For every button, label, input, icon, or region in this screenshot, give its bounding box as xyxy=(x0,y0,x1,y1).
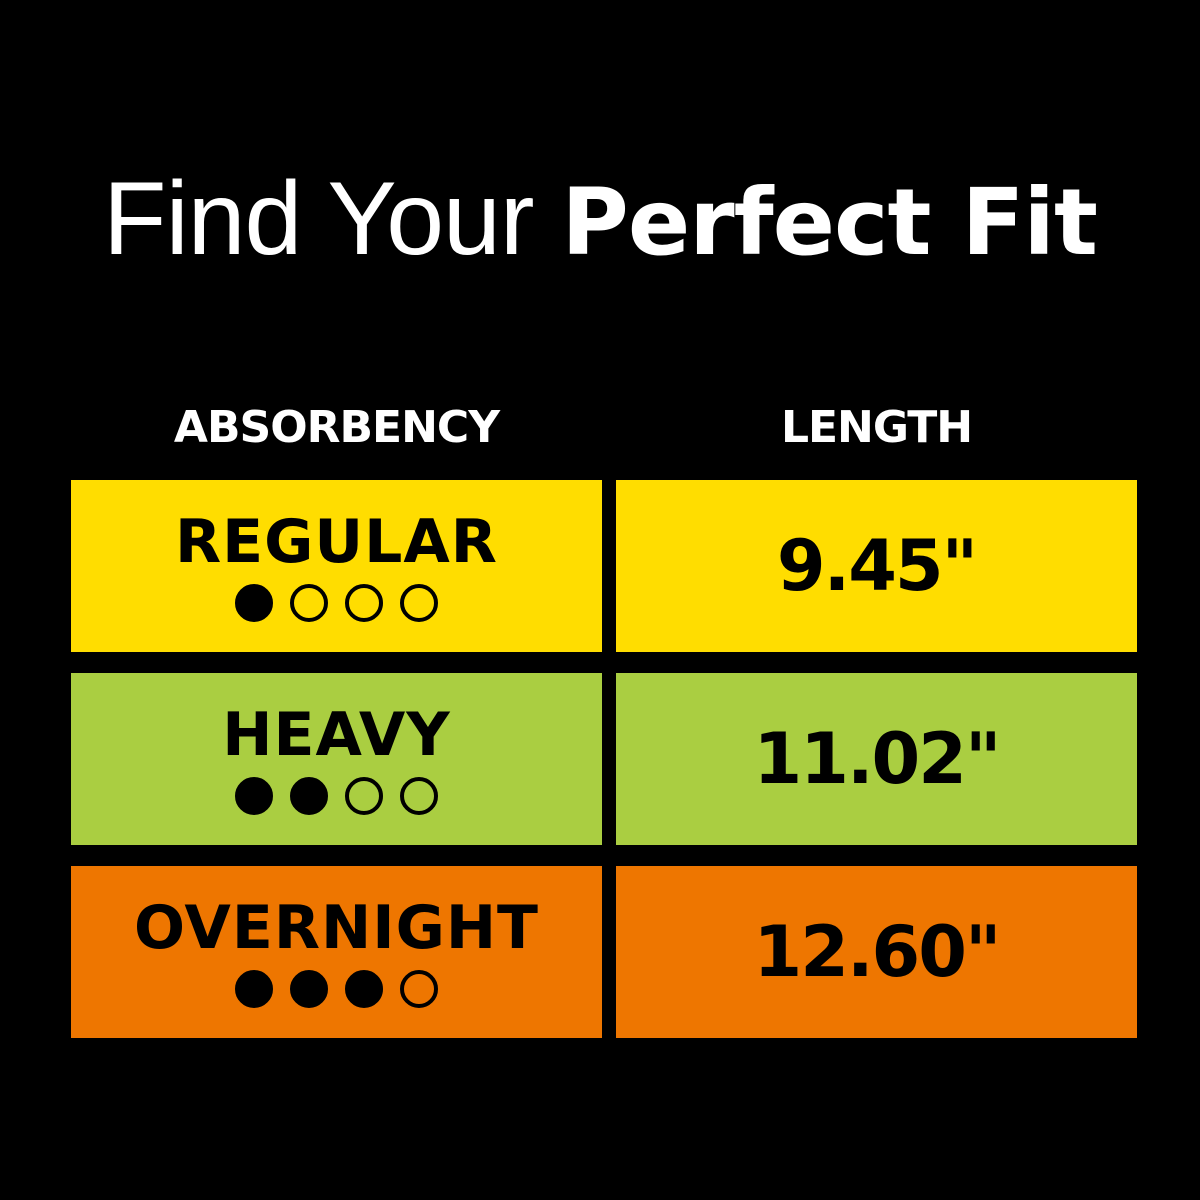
empty-circle-icon xyxy=(345,777,383,815)
empty-circle-icon xyxy=(290,584,328,622)
filled-circle-icon xyxy=(345,970,383,1008)
title-bold: Perfect Fit xyxy=(561,169,1098,276)
length-cell: 11.02" xyxy=(616,673,1137,845)
empty-circle-icon xyxy=(400,584,438,622)
header-length: LENGTH xyxy=(780,402,973,453)
header-absorbency: ABSORBENCY xyxy=(173,402,500,453)
filled-circle-icon xyxy=(290,970,328,1008)
filled-circle-icon xyxy=(290,777,328,815)
length-cell: 12.60" xyxy=(616,866,1137,1038)
absorbency-label: REGULAR xyxy=(174,507,499,577)
length-value: 11.02" xyxy=(753,718,1002,800)
absorbency-level-dots xyxy=(235,970,438,1008)
absorbency-cell: OVERNIGHT xyxy=(71,866,602,1038)
absorbency-label: OVERNIGHT xyxy=(134,893,539,963)
filled-circle-icon xyxy=(235,584,273,622)
absorbency-cell: REGULAR xyxy=(71,480,602,652)
filled-circle-icon xyxy=(235,777,273,815)
empty-circle-icon xyxy=(400,777,438,815)
empty-circle-icon xyxy=(400,970,438,1008)
absorbency-cell: HEAVY xyxy=(71,673,602,845)
title-light: Find Your xyxy=(103,161,562,277)
filled-circle-icon xyxy=(235,970,273,1008)
absorbency-level-dots xyxy=(235,584,438,622)
empty-circle-icon xyxy=(345,584,383,622)
absorbency-level-dots xyxy=(235,777,438,815)
length-value: 12.60" xyxy=(753,911,1002,993)
length-value: 9.45" xyxy=(776,525,978,607)
absorbency-label: HEAVY xyxy=(222,700,451,770)
page-title: Find Your Perfect Fit xyxy=(0,160,1200,279)
length-cell: 9.45" xyxy=(616,480,1137,652)
